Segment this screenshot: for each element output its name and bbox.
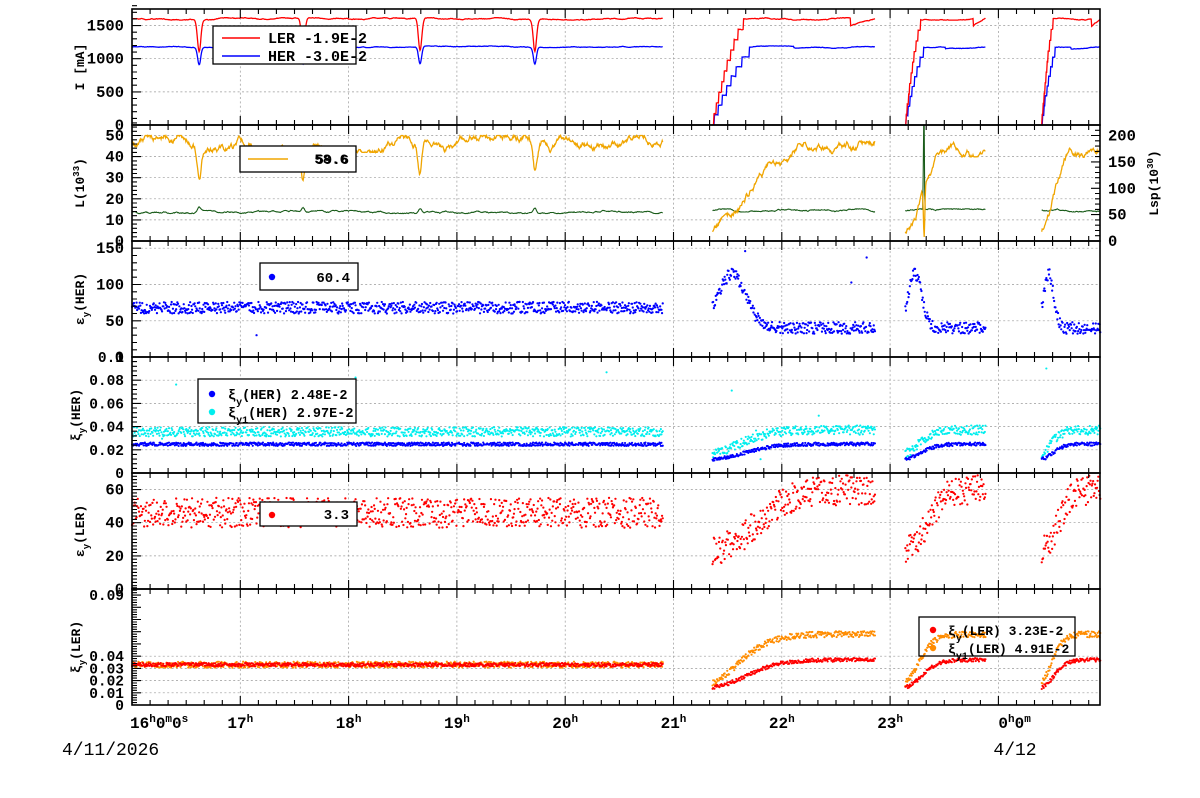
svg-text:200: 200 [1108,128,1136,146]
svg-text:0.02: 0.02 [89,444,124,460]
svg-text:4/12: 4/12 [993,741,1036,761]
svg-text:100: 100 [1108,180,1136,198]
svg-text:50: 50 [105,128,124,146]
svg-text:100: 100 [96,277,124,295]
svg-text:4/11/2026: 4/11/2026 [62,741,159,761]
svg-text:0: 0 [1108,233,1117,251]
svg-text:50: 50 [1108,207,1127,225]
svg-text:0.1: 0.1 [98,351,124,367]
svg-text:30: 30 [105,170,124,188]
svg-text:0: 0 [115,467,124,483]
svg-text:40: 40 [105,515,124,533]
svg-text:10: 10 [105,212,124,230]
svg-text:16h0m0s: 16h0m0s [130,714,188,733]
svg-text:60: 60 [105,482,124,500]
svg-text:150: 150 [1108,154,1136,172]
svg-text:L(1033): L(1033) [72,158,88,208]
svg-text:3.3: 3.3 [324,508,349,524]
svg-text:20: 20 [105,191,124,209]
svg-text:I [mA]: I [mA] [73,44,88,91]
svg-text:50: 50 [105,313,124,331]
svg-text:1500: 1500 [87,18,124,36]
svg-text:LER -1.9E-2: LER -1.9E-2 [268,31,367,48]
svg-text:20: 20 [105,548,124,566]
svg-text:150: 150 [96,240,124,258]
svg-text:0.06: 0.06 [89,397,124,413]
svg-text:HER -3.0E-2: HER -3.0E-2 [268,49,367,66]
svg-text:0.04: 0.04 [89,650,124,666]
svg-text:0.04: 0.04 [89,421,124,437]
svg-text:1000: 1000 [87,51,124,69]
svg-text:40: 40 [105,149,124,167]
svg-text:500: 500 [96,84,124,102]
svg-text:0.09: 0.09 [89,589,124,605]
svg-text:58.6: 58.6 [314,152,348,168]
svg-text:60.4: 60.4 [316,271,350,287]
svg-text:0.08: 0.08 [89,374,124,390]
